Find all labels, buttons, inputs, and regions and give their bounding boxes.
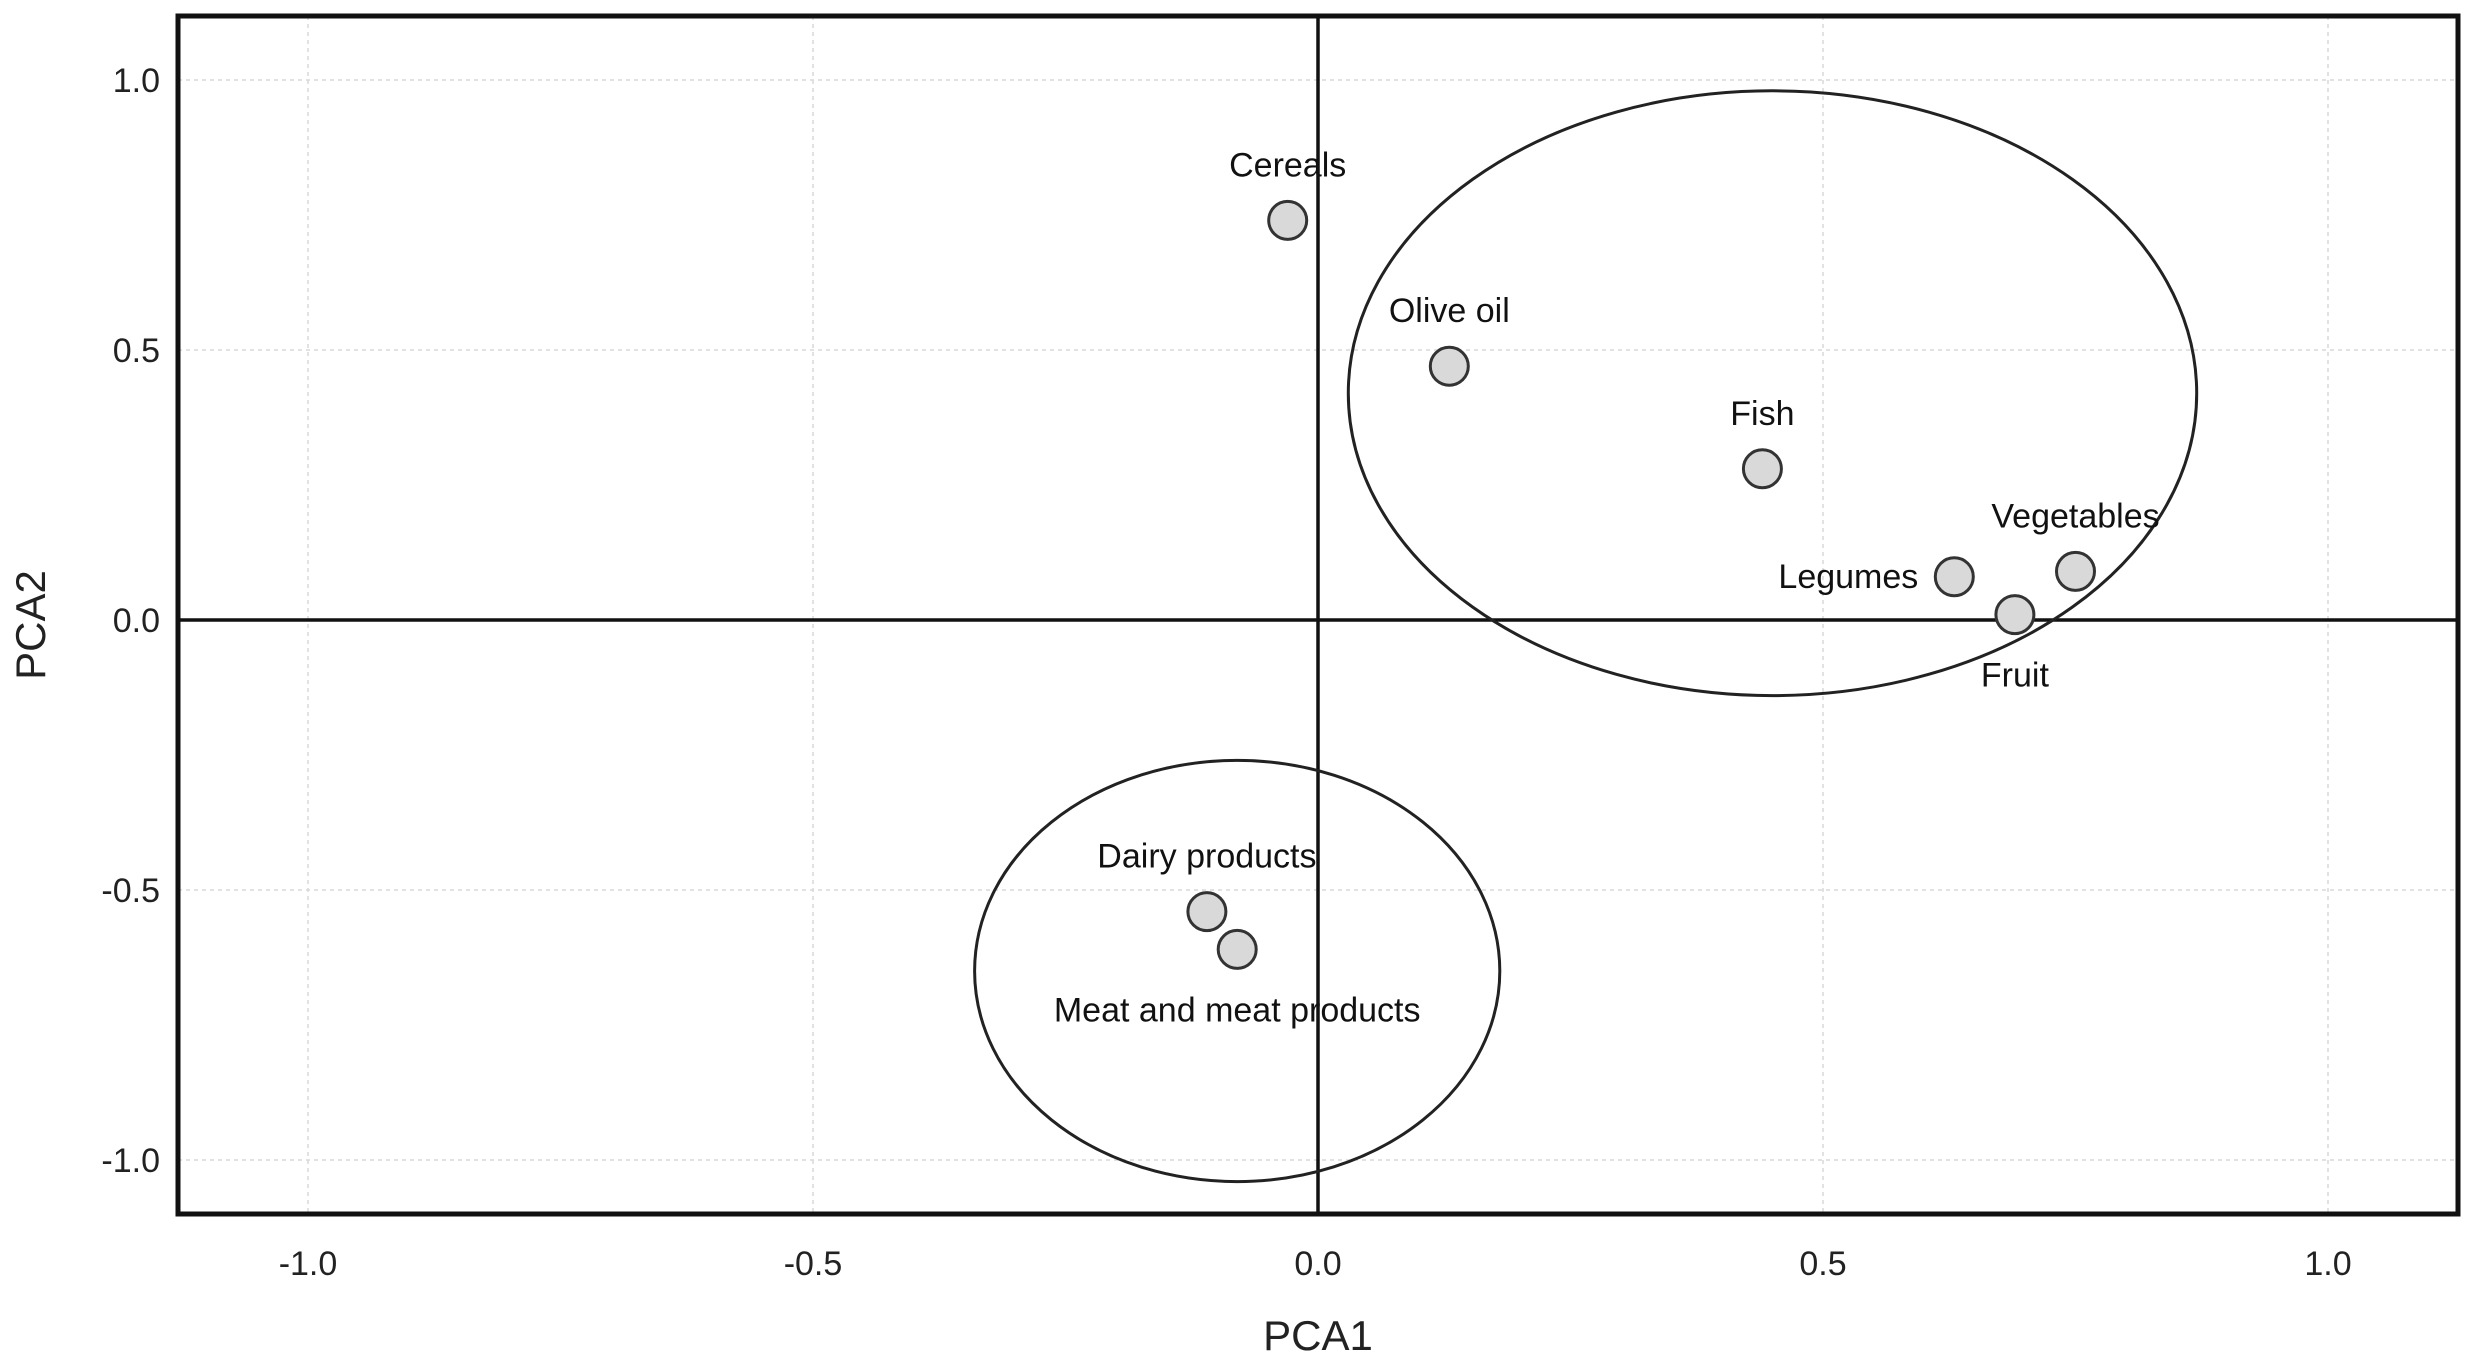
label-olive-oil: Olive oil bbox=[1389, 292, 1510, 330]
y-tick-label: 0.5 bbox=[113, 332, 160, 370]
point-label-layer: Cereals Olive oil Fish Vegetables Legumes Fru… bbox=[1054, 146, 2160, 1029]
point-cereals bbox=[1267, 199, 1309, 241]
y-axis-title: PCA2 bbox=[7, 570, 54, 680]
label-legumes: Legumes bbox=[1778, 558, 1918, 596]
animal-products-cluster bbox=[973, 758, 1502, 1184]
point-legumes bbox=[1933, 556, 1975, 598]
x-tick-label: 1.0 bbox=[2304, 1245, 2351, 1283]
point-vegetables bbox=[2055, 550, 2096, 592]
plant-foods-cluster bbox=[1346, 89, 2199, 698]
plot-frame bbox=[175, 13, 2461, 1217]
cluster-layer bbox=[973, 89, 2199, 1184]
point-olive-oil bbox=[1428, 345, 1470, 387]
y-tick-label: -0.5 bbox=[101, 872, 160, 910]
y-tick-label: 1.0 bbox=[113, 62, 160, 100]
x-tick-label: -1.0 bbox=[279, 1245, 338, 1283]
point-fruit bbox=[1994, 594, 2036, 636]
x-axis-title: PCA1 bbox=[1263, 1312, 1373, 1359]
label-meat-and-meat-products: Meat and meat products bbox=[1054, 991, 1421, 1029]
x-tick-label: 0.5 bbox=[1799, 1245, 1846, 1283]
point-fish bbox=[1741, 448, 1783, 490]
y-tick-label: 0.0 bbox=[113, 602, 160, 640]
x-tick-label: -0.5 bbox=[784, 1245, 843, 1283]
label-fish: Fish bbox=[1730, 395, 1794, 433]
y-tick-label: -1.0 bbox=[101, 1142, 160, 1180]
point-layer bbox=[1186, 199, 2096, 970]
point-dairy-products bbox=[1186, 891, 1228, 933]
tick-labels: -1.0 -0.5 0.0 0.5 1.0 -1.0 -0.5 0.0 0.5 1.0 bbox=[101, 62, 2351, 1283]
label-dairy-products: Dairy products bbox=[1097, 838, 1316, 876]
label-cereals: Cereals bbox=[1229, 146, 1346, 184]
zero-axes bbox=[178, 16, 2458, 1214]
label-fruit: Fruit bbox=[1981, 657, 2050, 695]
label-vegetables: Vegetables bbox=[1991, 497, 2159, 535]
x-tick-label: 0.0 bbox=[1294, 1245, 1341, 1283]
point-meat-and-meat-products bbox=[1216, 928, 1258, 970]
